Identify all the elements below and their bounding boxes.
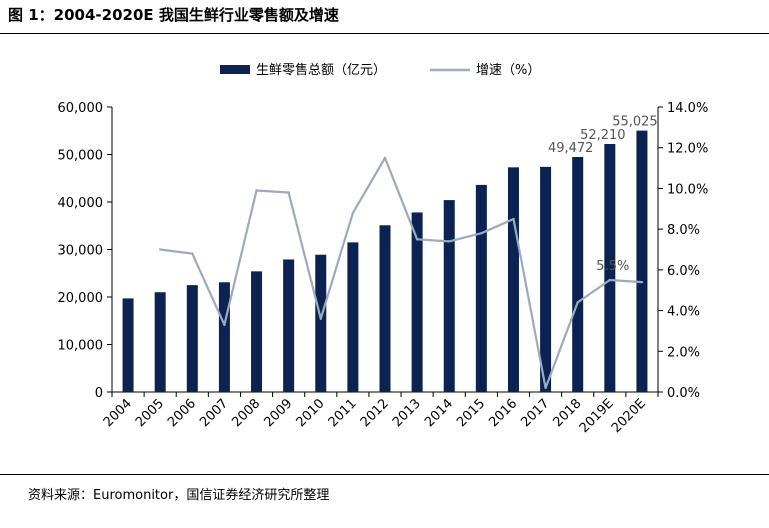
x-tick-label: 2011 [326,396,360,430]
growth-point-2014 [448,240,451,243]
x-tick-label: 2009 [261,396,295,430]
left-tick-label: 40,000 [58,196,104,211]
growth-point-2018 [576,301,579,304]
x-tick-label: 2007 [197,396,231,430]
source-note: 资料来源：Euromonitor，国信证券经济研究所整理 [28,488,330,503]
bar-value-label: 52,210 [580,128,626,143]
legend-label-growth: 增速（%） [476,63,540,78]
legend-label-retail: 生鲜零售总额（亿元） [256,62,386,78]
x-tick-label: 2013 [390,396,424,430]
right-tick-label: 6.0% [667,264,700,279]
growth-point-2019E [608,278,612,282]
bar-value-label: 55,025 [612,115,658,130]
left-tick-label: 0 [95,386,103,401]
x-tick-label: 2008 [229,396,263,430]
growth-point-2007 [223,323,226,327]
left-tick-label: 60,000 [58,101,104,116]
bar-2006 [186,285,198,392]
bar-2017 [540,166,552,392]
x-tick-label: 2006 [165,396,199,430]
bar-2020E [636,130,648,392]
bar-2016 [507,167,519,392]
growth-point-2020E [640,280,644,284]
right-tick-label: 10.0% [667,182,708,197]
bar-series [122,130,648,392]
growth-point-2008 [255,189,258,192]
right-tick-label: 12.0% [667,142,708,157]
left-tick-label: 10,000 [58,339,104,354]
growth-point-2012 [383,156,387,160]
bar-2009 [283,259,295,392]
line-series [158,156,644,390]
left-tick-label: 50,000 [58,149,104,164]
x-tick-label: 2015 [454,396,488,430]
right-tick-label: 14.0% [667,101,708,116]
x-tick-label: 2017 [518,396,552,430]
bar-2018 [572,157,584,392]
x-tick-label: 2016 [486,396,520,430]
bar-2010 [315,254,327,392]
bar-value-label: 49,472 [548,141,594,156]
bar-2015 [475,184,487,392]
bar-2007 [218,282,230,392]
growth-point-2017 [544,386,547,390]
title-divider [0,33,769,34]
figure-title: 图 1：2004-2020E 我国生鲜行业零售额及增速 [8,6,339,24]
growth-point-2005 [158,248,162,251]
growth-value-label: 5.5% [596,259,629,274]
growth-line [160,156,642,389]
bar-2008 [251,271,263,392]
left-tick-label: 20,000 [58,291,104,306]
growth-point-2015 [480,232,483,235]
x-tick-label: 2004 [101,396,135,430]
right-tick-label: 8.0% [667,223,700,238]
growth-point-2010 [319,317,322,320]
right-tick-label: 2.0% [667,345,700,360]
bar-2012 [379,225,391,392]
source-divider [0,474,769,475]
chart-canvas: 生鲜零售总额（亿元） 增速（%） 0 10,000 20,000 30,000 40,0… [58,62,709,436]
growth-point-2016 [512,217,515,221]
bar-2014 [443,200,455,392]
x-tick-label: 2019E [577,396,617,436]
right-tick-label: 4.0% [667,305,700,320]
x-tick-label: 2020E [609,396,649,436]
bar-2004 [122,298,134,392]
bar-2013 [411,212,423,392]
x-tick-label: 2005 [133,396,167,430]
x-tick-label: 2014 [422,396,456,430]
growth-point-2013 [415,238,419,241]
x-tick-label: 2010 [294,396,328,430]
x-tick-label: 2012 [358,396,392,430]
growth-point-2011 [351,211,355,215]
bar-2019E [604,144,616,392]
growth-point-2006 [191,252,194,255]
growth-point-2009 [287,191,290,194]
bar-2005 [154,292,166,392]
right-tick-label: 0.0% [667,386,700,401]
legend: 生鲜零售总额（亿元） 增速（%） [220,62,540,78]
bar-2011 [347,242,359,392]
left-tick-label: 30,000 [58,244,104,259]
legend-swatch-retail [220,65,250,74]
